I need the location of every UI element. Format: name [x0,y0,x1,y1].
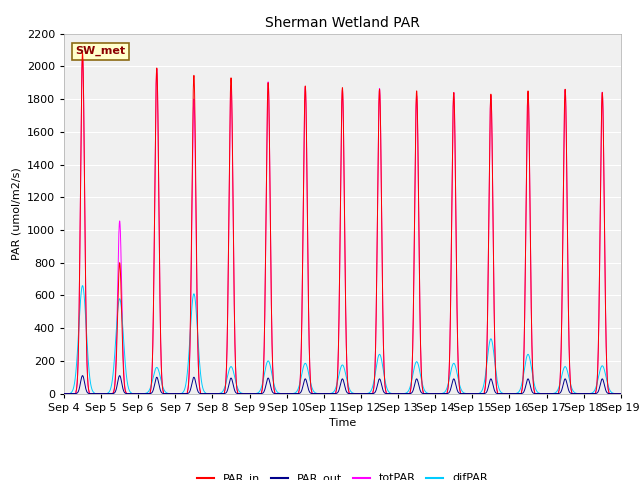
X-axis label: Time: Time [329,418,356,428]
Legend: PAR_in, PAR_out, totPAR, difPAR: PAR_in, PAR_out, totPAR, difPAR [193,469,492,480]
Text: SW_met: SW_met [75,46,125,57]
Title: Sherman Wetland PAR: Sherman Wetland PAR [265,16,420,30]
Y-axis label: PAR (umol/m2/s): PAR (umol/m2/s) [11,167,21,260]
